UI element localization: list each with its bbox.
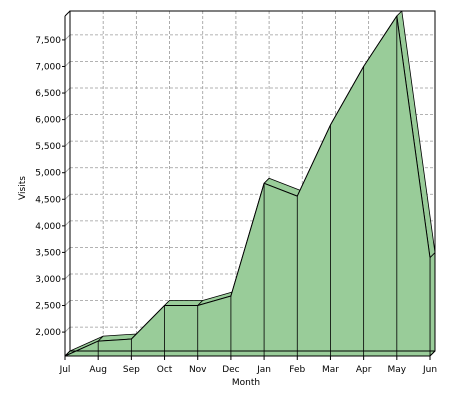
x-tick-label: Jul xyxy=(59,365,71,375)
x-axis-ticks: Jul Aug Sep Oct Nov Dec Jan Feb Mar Apr May Jun xyxy=(59,356,437,375)
y-gridline-side xyxy=(64,167,71,174)
y-tick-label: 4,000 xyxy=(35,222,61,232)
x-axis-label: Month xyxy=(232,378,260,388)
x-tick-label: Apr xyxy=(356,365,372,375)
y-gridline-side xyxy=(64,300,71,306)
y-tick-label: 6,500 xyxy=(35,89,61,99)
x-tick-label: Oct xyxy=(157,365,173,375)
y-tick-label: 3,500 xyxy=(35,248,61,258)
plot-floor-left-edge xyxy=(64,350,71,357)
y-tick-label: 2,500 xyxy=(35,302,61,312)
x-tick-label: Feb xyxy=(289,365,305,375)
plot-back-wall xyxy=(69,10,436,352)
y-tick-label: 5,000 xyxy=(35,169,61,179)
plot-wall-top-edge xyxy=(64,10,71,17)
x-tick-label: Aug xyxy=(89,365,107,375)
x-tick-label: Jan xyxy=(256,365,271,375)
area-series-line xyxy=(64,15,431,357)
y-tick-label: 7,000 xyxy=(35,62,61,72)
y-tick-label: 4,500 xyxy=(35,195,61,205)
y-tick-label: 5,500 xyxy=(35,142,61,152)
y-gridline-side xyxy=(64,220,71,227)
y-gridline-side xyxy=(64,273,71,280)
y-axis-ticks: 2,000 2,500 3,000 3,500 4,000 4,500 5,000 5,500… xyxy=(35,36,65,338)
x-tick-label: Dec xyxy=(222,365,239,375)
y-gridline-side xyxy=(64,34,71,41)
x-tick-label: Mar xyxy=(322,365,339,375)
area-end-cap xyxy=(429,251,436,357)
area-top-ribbon xyxy=(164,300,204,306)
y-tick-label: 2,000 xyxy=(35,328,61,338)
y-tick-label: 3,000 xyxy=(35,275,61,285)
x-tick-label: Sep xyxy=(123,365,140,375)
area-layer xyxy=(64,10,436,357)
y-gridline-side xyxy=(64,114,71,120)
y-tick-label: 6,000 xyxy=(35,116,61,126)
y-gridline-side xyxy=(64,140,71,147)
y-axis-label: Visits xyxy=(18,176,28,200)
x-tick-label: Jun xyxy=(422,365,437,375)
y-gridline-side xyxy=(64,61,71,67)
x-tick-label: May xyxy=(388,365,407,375)
plot-floor-right-edge xyxy=(429,350,436,357)
y-tick-label: 7,500 xyxy=(35,36,61,46)
area-front xyxy=(65,16,430,356)
y-gridline-side xyxy=(64,326,71,333)
y-gridline-side xyxy=(64,247,71,253)
y-gridline-side xyxy=(64,193,71,200)
y-gridline-side xyxy=(64,87,71,94)
plot-frame xyxy=(64,10,436,357)
x-tick-label: Nov xyxy=(189,365,207,375)
